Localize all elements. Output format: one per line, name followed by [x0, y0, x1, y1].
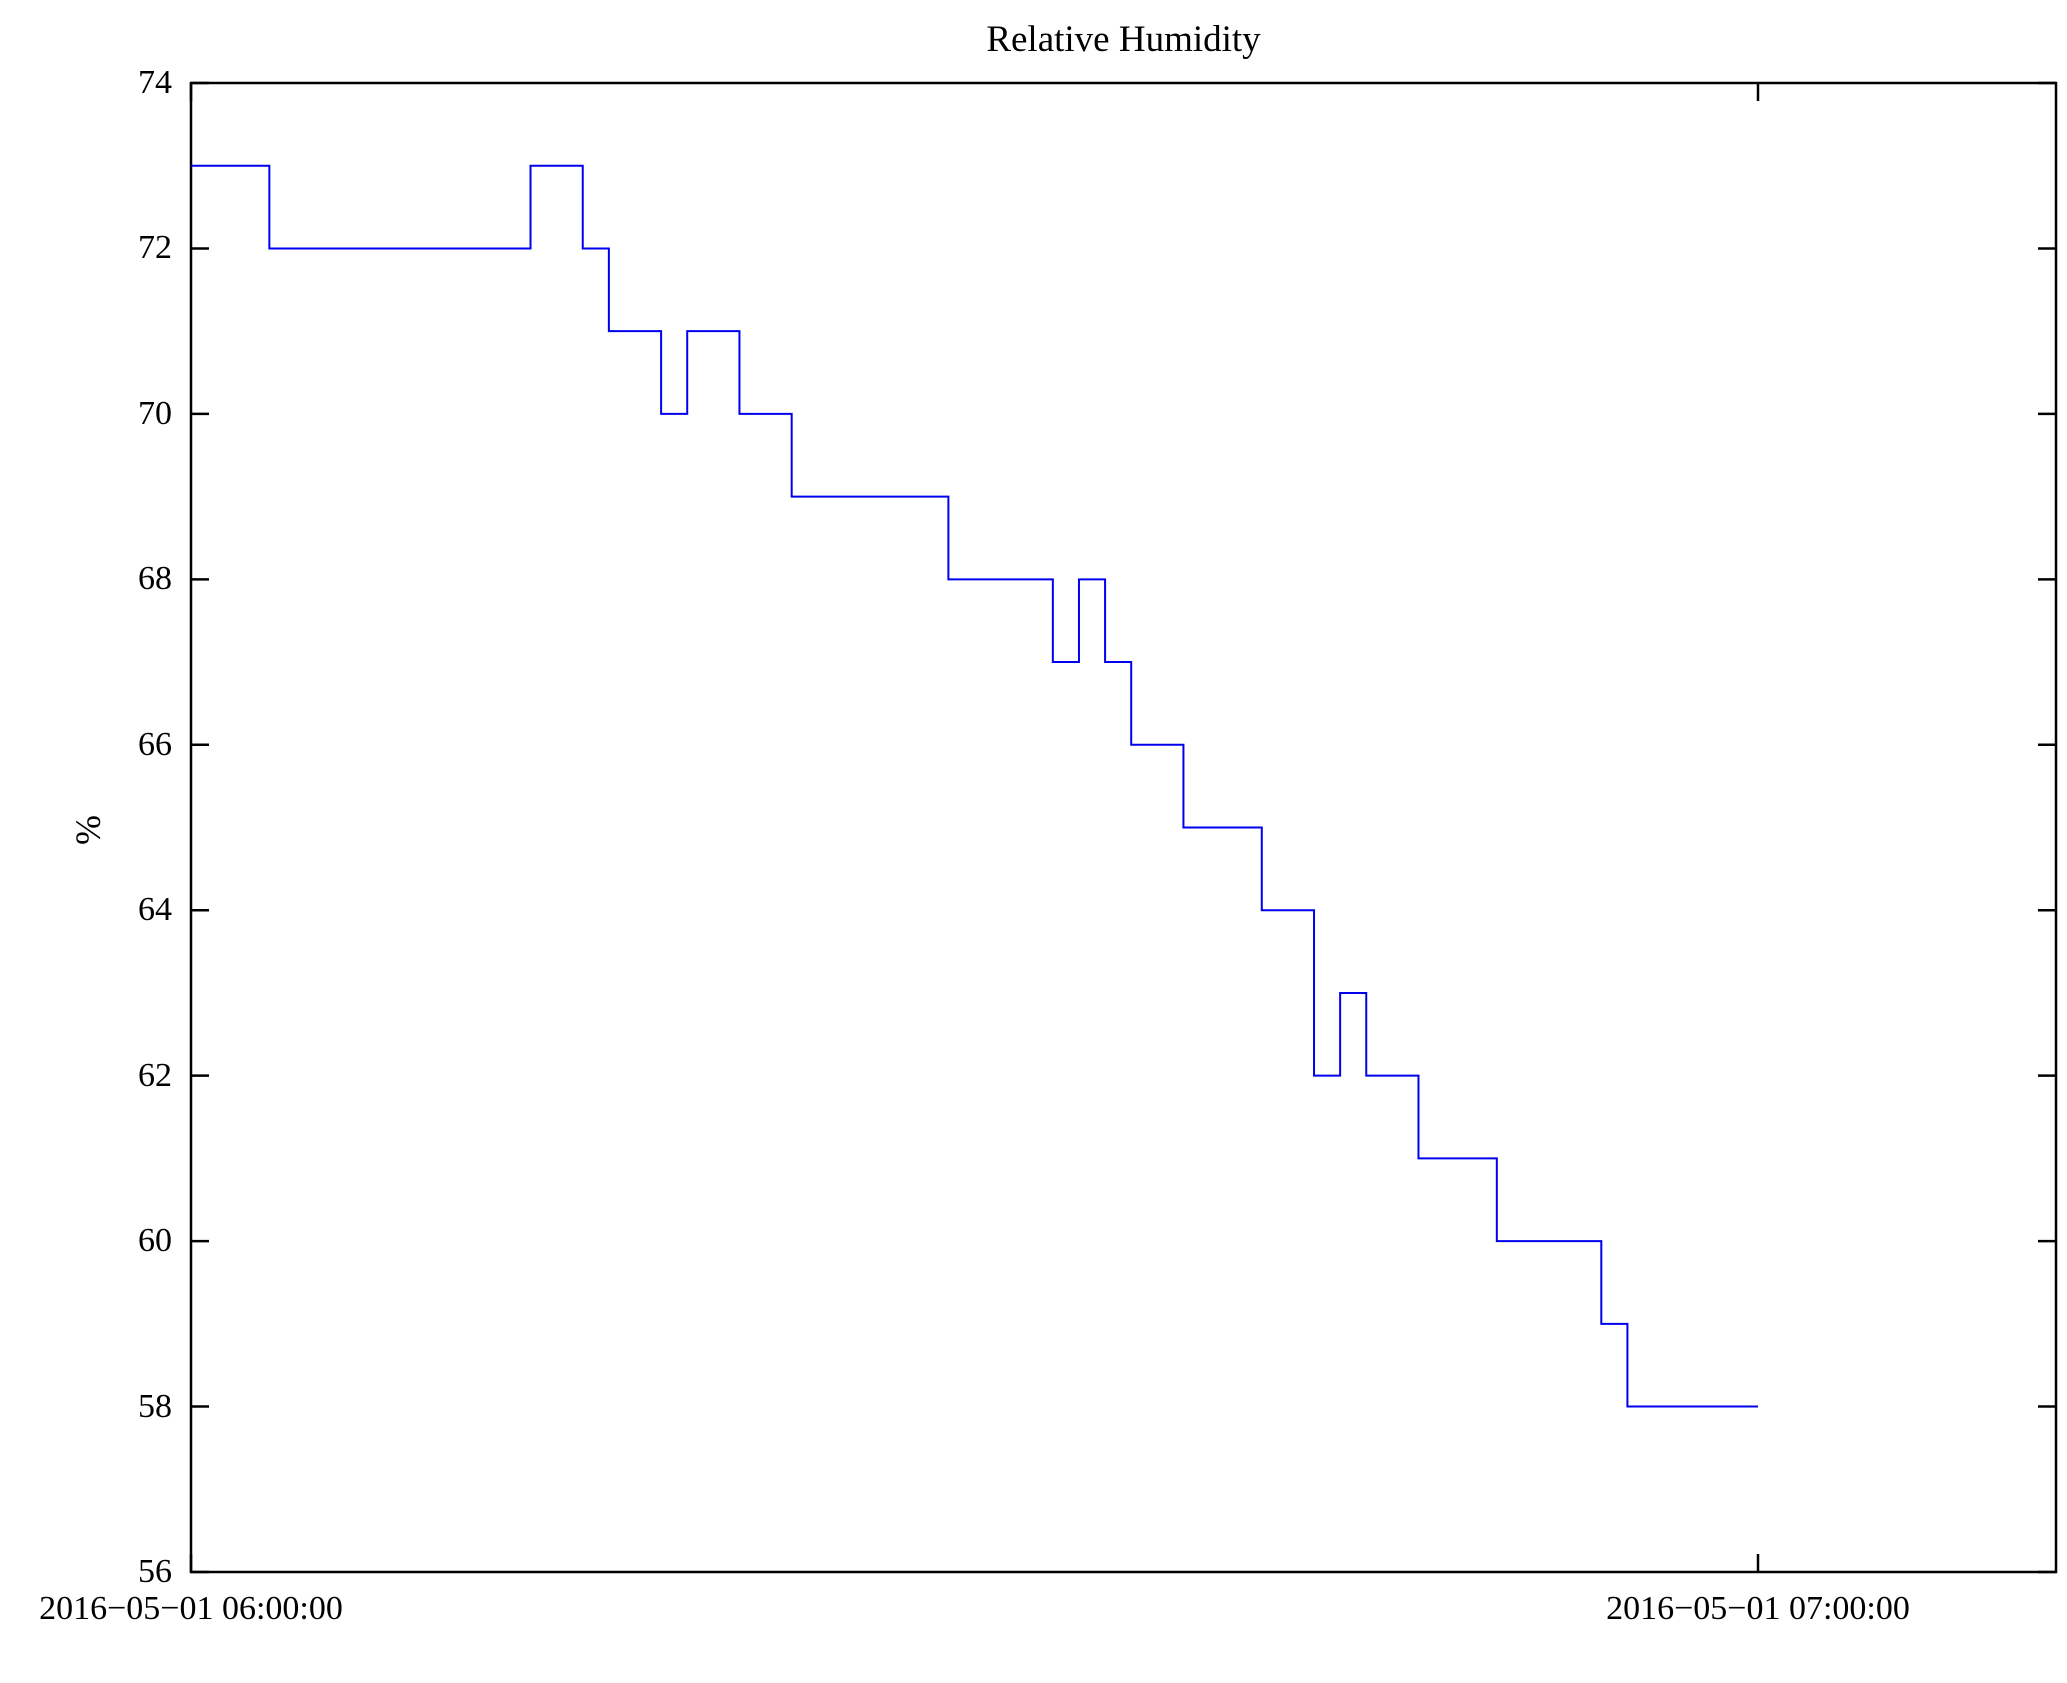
- x-tick-label-end: 2016−05−01 07:00:00: [1606, 1590, 1910, 1627]
- y-tick-label: 66: [138, 725, 172, 763]
- x-tick-label-start: 2016−05−01 06:00:00: [39, 1590, 343, 1627]
- chart-title: Relative Humidity: [986, 19, 1261, 60]
- humidity-series-line: [191, 164, 1758, 1408]
- y-tick-label: 74: [138, 64, 172, 101]
- y-tick-label: 70: [138, 394, 172, 432]
- y-tick-label: 68: [138, 560, 172, 598]
- axis-box: [189, 81, 2058, 1574]
- y-tick-label: 72: [138, 229, 172, 267]
- y-tick-label: 56: [138, 1553, 172, 1590]
- y-tick-label: 64: [138, 891, 172, 929]
- y-tick-label: 62: [138, 1056, 172, 1094]
- y-tick-label: 60: [138, 1222, 172, 1260]
- y-tick-label: 58: [138, 1387, 172, 1425]
